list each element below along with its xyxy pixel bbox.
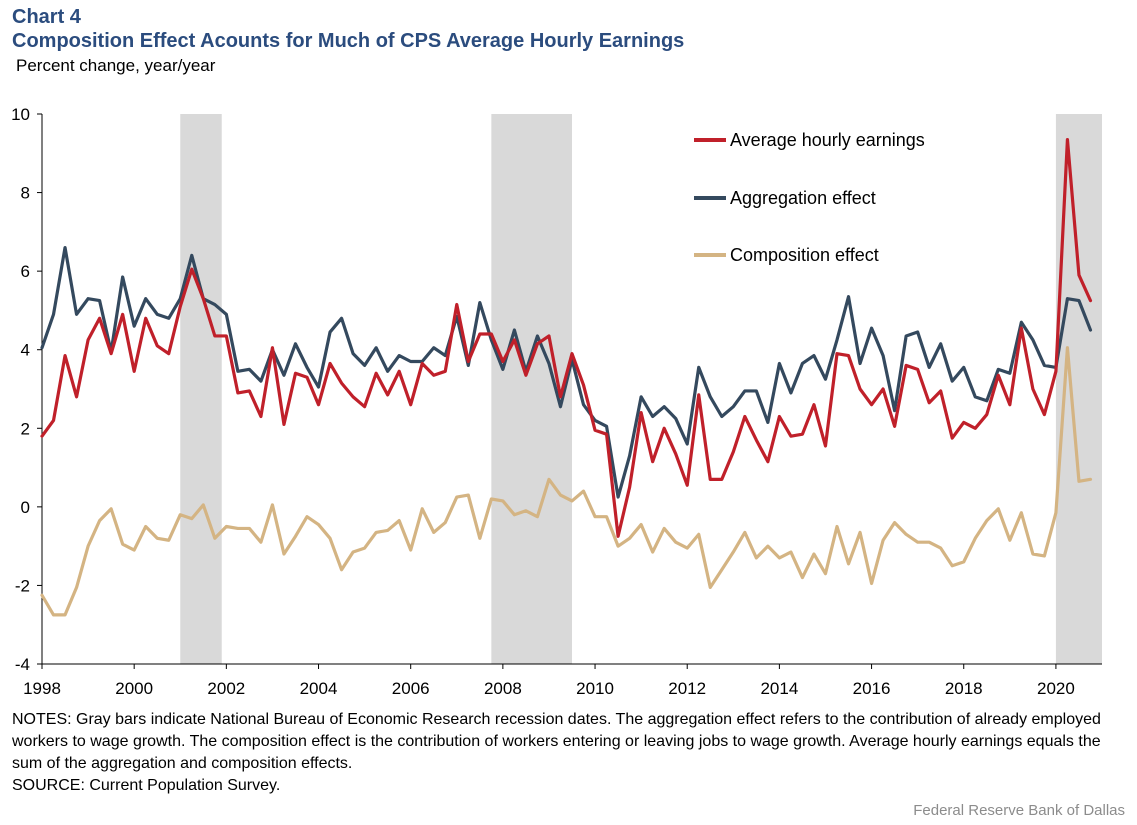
x-tick-label: 2020 xyxy=(1037,679,1075,698)
source-text: SOURCE: Current Population Survey. xyxy=(12,777,281,794)
series-line-1 xyxy=(40,137,1093,538)
y-tick-label: 2 xyxy=(21,419,30,438)
series-line-2 xyxy=(40,245,1093,499)
series-line-3 xyxy=(40,346,1093,617)
recession-bar-1 xyxy=(180,114,222,664)
recession-bars xyxy=(180,114,1102,664)
recession-bar-3 xyxy=(1055,114,1102,664)
x-tick-label: 2012 xyxy=(668,679,706,698)
y-tick-label: 6 xyxy=(21,262,30,281)
legend: Average hourly earnings Aggregation effec… xyxy=(694,130,925,265)
y-axis-unit-label: Percent change, year/year xyxy=(16,56,216,75)
legend-label-2: Aggregation effect xyxy=(730,188,876,208)
series-lines xyxy=(40,137,1093,617)
x-tick-label: 2006 xyxy=(392,679,430,698)
line-chart: 10 8 6 4 2 0 -2 -4 1998 2000 2002 2004 2006 2008 2010 2… xyxy=(11,105,1102,698)
y-tick-label: -2 xyxy=(15,576,30,595)
x-tick-label: 1998 xyxy=(23,679,61,698)
x-tick-label: 2018 xyxy=(945,679,983,698)
y-tick-label: 4 xyxy=(21,341,30,360)
x-tick-label: 2000 xyxy=(115,679,153,698)
chart-label: Chart 4 xyxy=(12,6,81,28)
x-tick-label: 2008 xyxy=(484,679,522,698)
y-tick-label: 8 xyxy=(21,184,30,203)
y-tick-label: 10 xyxy=(11,105,30,124)
legend-label-3: Composition effect xyxy=(730,245,879,265)
x-tick-label: 2014 xyxy=(760,679,798,698)
legend-label-1: Average hourly earnings xyxy=(730,130,925,150)
x-tick-label: 2002 xyxy=(207,679,245,698)
notes: NOTES: Gray bars indicate National Burea… xyxy=(12,709,1122,797)
y-tick-label: -4 xyxy=(15,655,30,674)
x-tick-label: 2004 xyxy=(300,679,338,698)
notes-text: NOTES: Gray bars indicate National Burea… xyxy=(12,711,1101,772)
x-tick-label: 2010 xyxy=(576,679,614,698)
x-tick-label: 2016 xyxy=(853,679,891,698)
chart-title: Composition Effect Acounts for Much of C… xyxy=(12,30,685,52)
credit-text: Federal Reserve Bank of Dallas xyxy=(913,802,1125,819)
axes: 10 8 6 4 2 0 -2 -4 1998 2000 2002 2004 2006 2008 2010 2… xyxy=(11,105,1102,698)
y-tick-label: 0 xyxy=(21,498,30,517)
